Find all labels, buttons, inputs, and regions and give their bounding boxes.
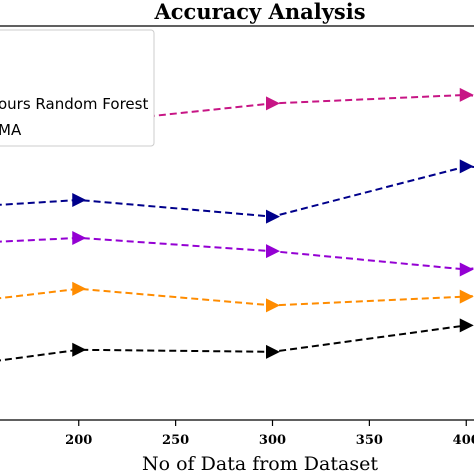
data-point-marker <box>72 230 87 245</box>
series-4 <box>0 281 474 313</box>
chart-title: Accuracy Analysis <box>153 0 365 24</box>
data-point-marker <box>266 244 280 259</box>
x-tick-label: 350 <box>356 433 383 448</box>
legend-box <box>0 29 155 147</box>
legend: ours Random Forest MA <box>0 29 155 147</box>
legend-entry-2: MA <box>0 121 22 139</box>
data-point-marker <box>266 96 280 111</box>
series-5 <box>0 318 474 362</box>
data-point-marker <box>266 344 280 359</box>
data-point-marker <box>72 281 87 296</box>
data-point-marker <box>459 87 474 102</box>
data-point-marker <box>459 289 474 304</box>
data-point-marker <box>72 192 87 207</box>
series-2 <box>0 159 474 224</box>
data-point-marker <box>459 159 474 174</box>
x-axis-label: No of Data from Dataset <box>142 453 378 474</box>
data-point-marker <box>266 298 280 313</box>
data-point-marker <box>266 209 280 224</box>
x-ticks: 200 250 300 350 400 <box>65 420 474 448</box>
x-tick-label: 250 <box>162 433 189 448</box>
x-tick-label: 300 <box>259 433 286 448</box>
data-point-marker <box>72 342 87 357</box>
series-layer <box>0 87 474 362</box>
series-3 <box>0 230 474 277</box>
x-tick-label: 400 <box>453 433 474 448</box>
data-point-marker <box>459 262 474 277</box>
data-point-marker <box>459 318 474 333</box>
legend-entry-1: ours Random Forest <box>0 95 148 113</box>
x-tick-label: 200 <box>65 433 92 448</box>
